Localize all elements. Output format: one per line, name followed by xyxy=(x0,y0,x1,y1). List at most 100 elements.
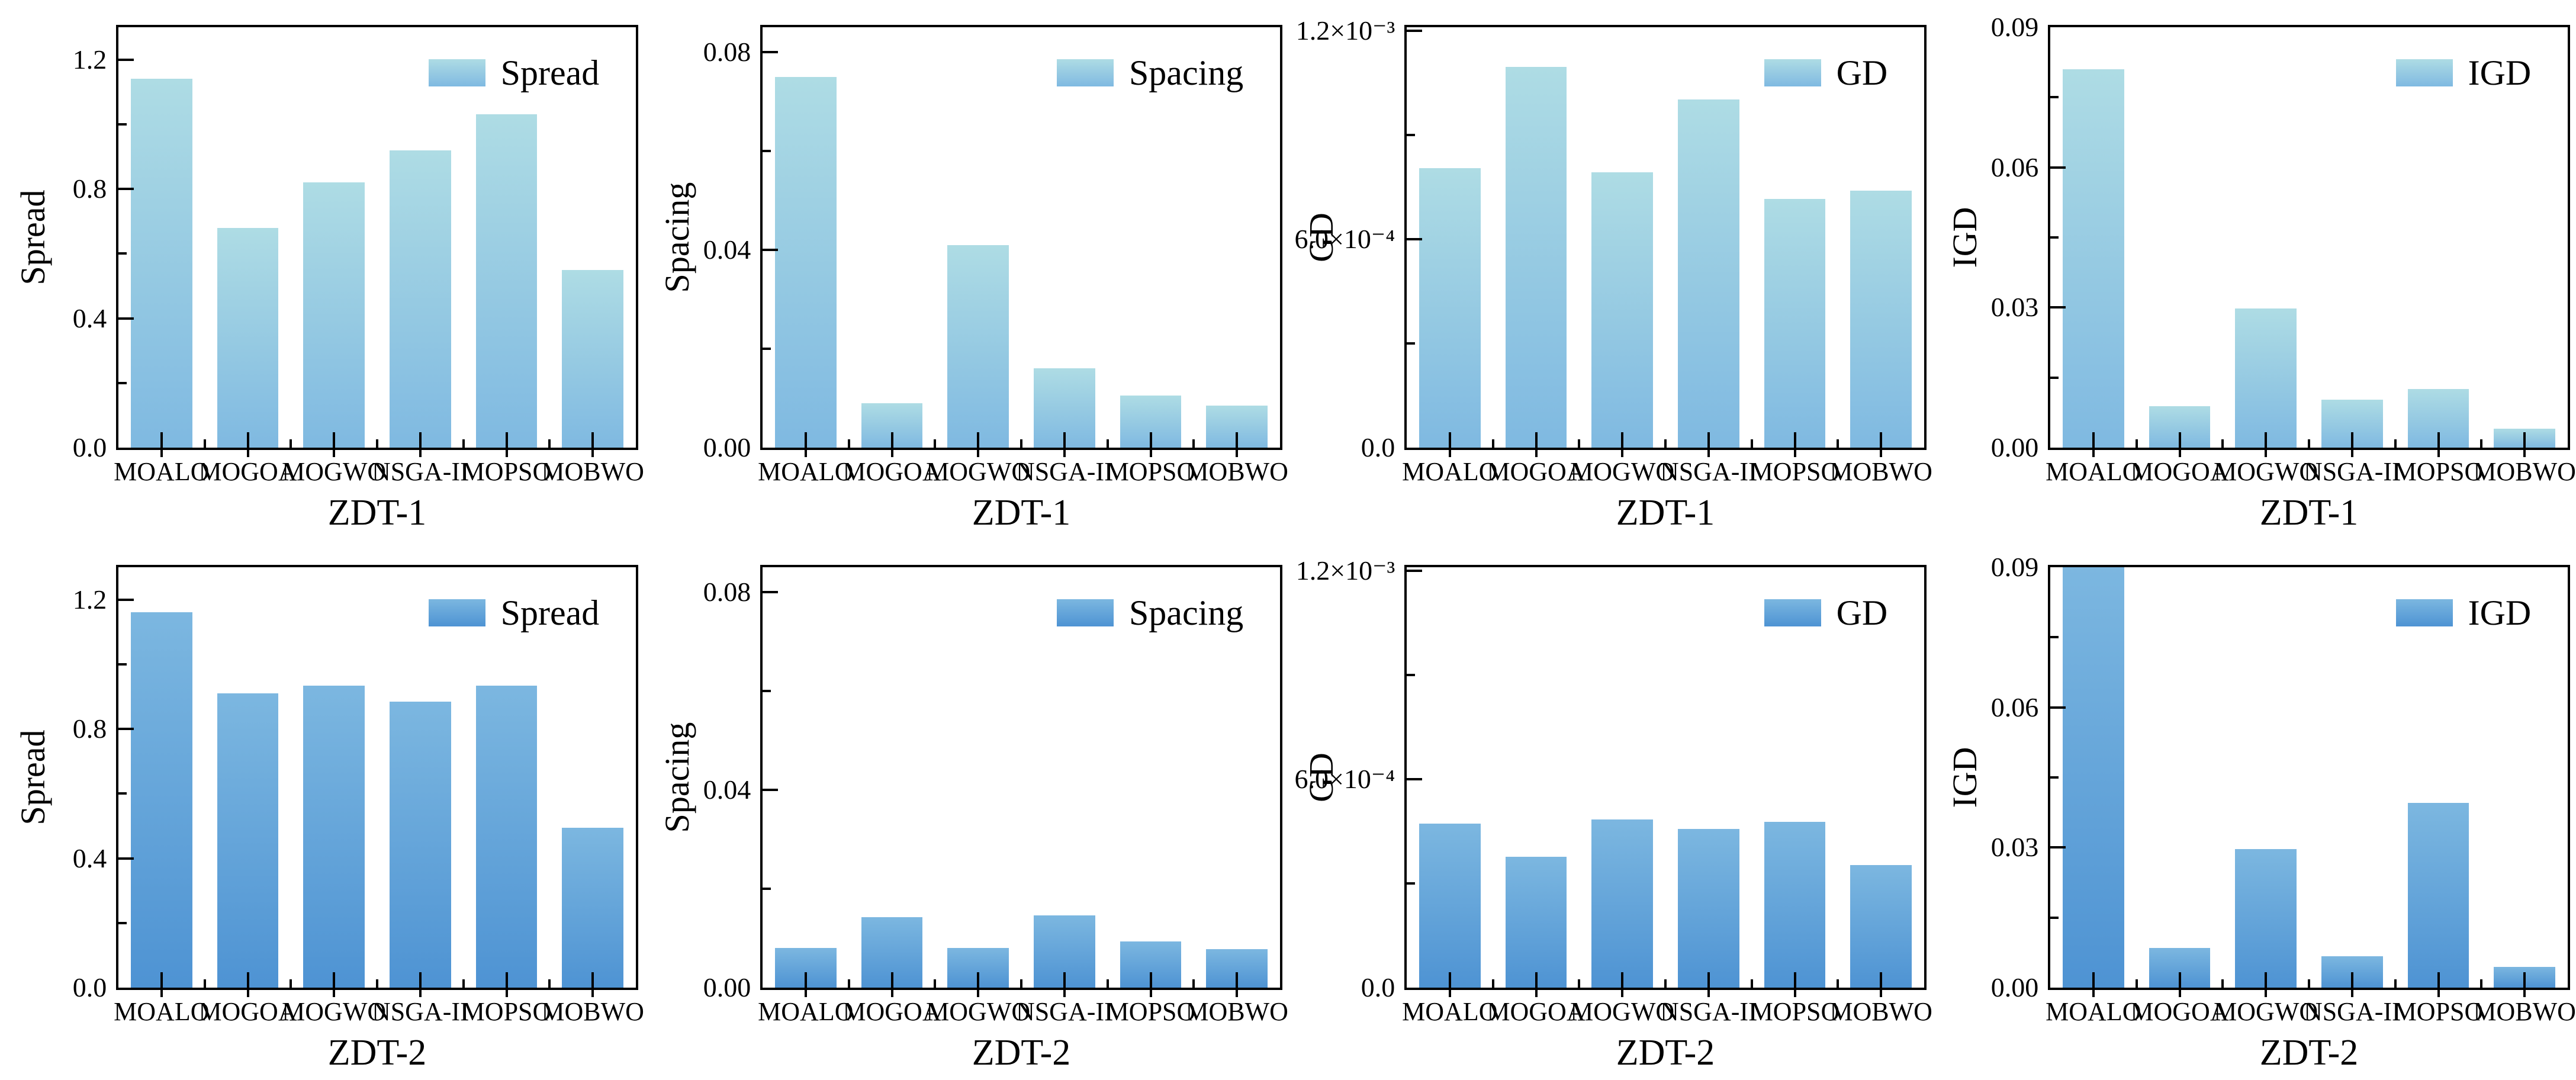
x-minor-tick xyxy=(1020,439,1022,448)
x-minor-tick xyxy=(290,979,292,988)
legend-swatch xyxy=(428,59,485,86)
x-major-tick-stub xyxy=(160,990,163,997)
x-major-tick-stub xyxy=(505,990,508,997)
x-major-tick xyxy=(419,432,422,448)
bar-NSGA-II xyxy=(390,702,451,988)
chart-gd-zdt-2: MOALO MOGOA MOGWO NSGA-II MOPSO MOBWO 0.0 6.0×1… xyxy=(1288,540,1932,1080)
bar-MOPSO xyxy=(475,114,538,448)
y-major-tick xyxy=(118,857,134,860)
bar-MOALO xyxy=(775,76,837,448)
x-tick-label: MOALO xyxy=(758,997,854,1026)
x-tick-label: NSGA-II xyxy=(371,457,469,486)
legend: GD xyxy=(1764,591,1887,635)
bar-MOBWO xyxy=(562,269,623,448)
y-minor-tick xyxy=(118,252,127,255)
x-major-tick xyxy=(2437,972,2440,988)
x-major-tick-stub xyxy=(160,450,163,457)
x-major-tick xyxy=(2265,972,2268,988)
x-major-tick-stub xyxy=(2523,990,2526,997)
x-minor-tick xyxy=(1491,979,1494,988)
legend-swatch xyxy=(1764,599,1821,626)
x-tick-label: MOBWO xyxy=(541,457,644,486)
chart-gd-zdt-1: MOALO MOGOA MOGWO NSGA-II MOPSO MOBWO 0.0 6.0×1… xyxy=(1288,0,1932,540)
y-major-tick xyxy=(2050,166,2066,169)
x-tick-label: MOGOA xyxy=(2130,997,2229,1026)
legend-swatch xyxy=(2395,59,2453,86)
y-tick-label: 0.04 xyxy=(703,234,751,265)
y-major-tick xyxy=(763,50,778,53)
x-major-tick xyxy=(505,432,508,448)
x-tick-label: MOALO xyxy=(114,997,210,1026)
x-major-tick-stub xyxy=(1149,990,1152,997)
legend: Spacing xyxy=(1056,51,1243,95)
y-tick-label: 1.2 xyxy=(72,44,107,75)
x-major-tick-stub xyxy=(1448,450,1451,457)
legend-label: IGD xyxy=(2468,53,2532,92)
legend-swatch xyxy=(1056,599,1114,626)
y-tick-label: 1.2×10⁻³ xyxy=(1295,15,1395,46)
y-tick-label: 0.09 xyxy=(1990,552,2039,582)
x-major-tick-stub xyxy=(1621,450,1624,457)
y-axis-title: Spread xyxy=(14,729,52,825)
x-major-tick-stub xyxy=(1063,990,1066,997)
y-major-tick xyxy=(763,590,778,593)
bar-MOBWO xyxy=(562,827,623,988)
x-tick-label: MOALO xyxy=(114,457,210,486)
x-minor-tick xyxy=(2480,439,2483,448)
x-major-tick xyxy=(1535,972,1538,988)
x-tick-label: MOALO xyxy=(1402,997,1498,1026)
y-minor-tick xyxy=(2050,236,2059,239)
y-minor-tick xyxy=(118,381,127,384)
x-major-tick xyxy=(419,972,422,988)
bar-MOPSO xyxy=(1764,199,1826,448)
x-major-tick xyxy=(890,972,893,988)
x-minor-tick xyxy=(1664,979,1667,988)
y-major-tick xyxy=(2050,306,2066,309)
x-major-tick-stub xyxy=(1149,450,1152,457)
x-major-tick xyxy=(1448,432,1451,448)
x-tick-label: MOBWO xyxy=(1185,997,1288,1026)
x-minor-tick xyxy=(1578,439,1581,448)
y-major-tick xyxy=(763,788,778,791)
legend-swatch xyxy=(2395,599,2453,626)
x-minor-tick xyxy=(934,439,937,448)
y-tick-label: 0.0 xyxy=(72,972,107,1002)
x-tick-label: MOALO xyxy=(1402,457,1498,486)
y-tick-label: 0.03 xyxy=(1990,292,2039,323)
y-minor-tick xyxy=(763,689,771,692)
x-tick-label: MOBWO xyxy=(1185,457,1288,486)
x-tick-label: MOGWO xyxy=(1570,457,1675,486)
bar-MOGOA xyxy=(217,693,279,988)
x-major-tick-stub xyxy=(1707,450,1710,457)
x-tick-label: NSGA-II xyxy=(2303,997,2401,1026)
x-tick-label: MOGWO xyxy=(1570,997,1675,1026)
x-major-tick xyxy=(1793,432,1796,448)
x-minor-tick xyxy=(1192,439,1195,448)
x-major-tick xyxy=(1621,432,1624,448)
y-major-tick xyxy=(763,248,778,251)
x-major-tick xyxy=(1149,972,1152,988)
x-axis-title: ZDT-1 xyxy=(1616,493,1715,533)
x-major-tick xyxy=(1063,972,1066,988)
legend: GD xyxy=(1764,51,1887,95)
y-tick-label: 6.0×10⁻⁴ xyxy=(1294,223,1395,254)
x-major-tick-stub xyxy=(2437,990,2440,997)
x-major-tick xyxy=(1707,432,1710,448)
x-major-tick xyxy=(1793,972,1796,988)
x-minor-tick xyxy=(1106,439,1109,448)
x-minor-tick xyxy=(2221,979,2224,988)
x-major-tick xyxy=(160,972,163,988)
x-major-tick xyxy=(2178,972,2181,988)
x-tick-label: MOGWO xyxy=(282,997,387,1026)
y-major-tick xyxy=(118,598,134,601)
x-major-tick-stub xyxy=(1535,990,1538,997)
x-tick-label: MOPSO xyxy=(2393,997,2484,1026)
y-tick-label: 1.2×10⁻³ xyxy=(1295,555,1395,586)
bar-MOALO xyxy=(2063,69,2124,448)
y-axis-title: IGD xyxy=(1945,747,1984,808)
x-minor-tick xyxy=(376,979,378,988)
x-minor-tick xyxy=(1491,439,1494,448)
x-tick-label: MOPSO xyxy=(461,997,552,1026)
x-major-tick xyxy=(2178,432,2181,448)
